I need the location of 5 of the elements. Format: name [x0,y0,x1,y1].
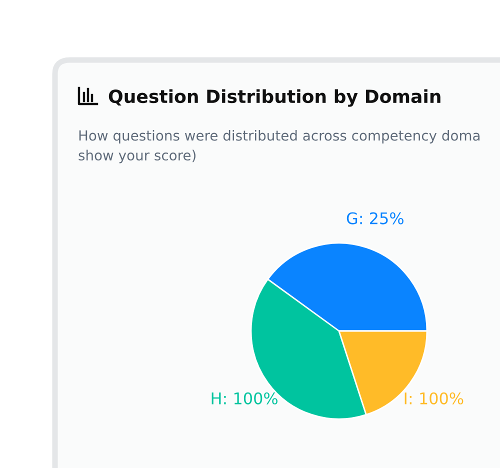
chart-title: Question Distribution by Domain [108,89,440,107]
slice-label: I: 100% [404,392,464,404]
slice-label: G: 25% [346,212,404,224]
slice-label: H: 100% [212,392,278,404]
chart-subtitle: How questions were distributed across competency doma show your score) [78,130,480,164]
